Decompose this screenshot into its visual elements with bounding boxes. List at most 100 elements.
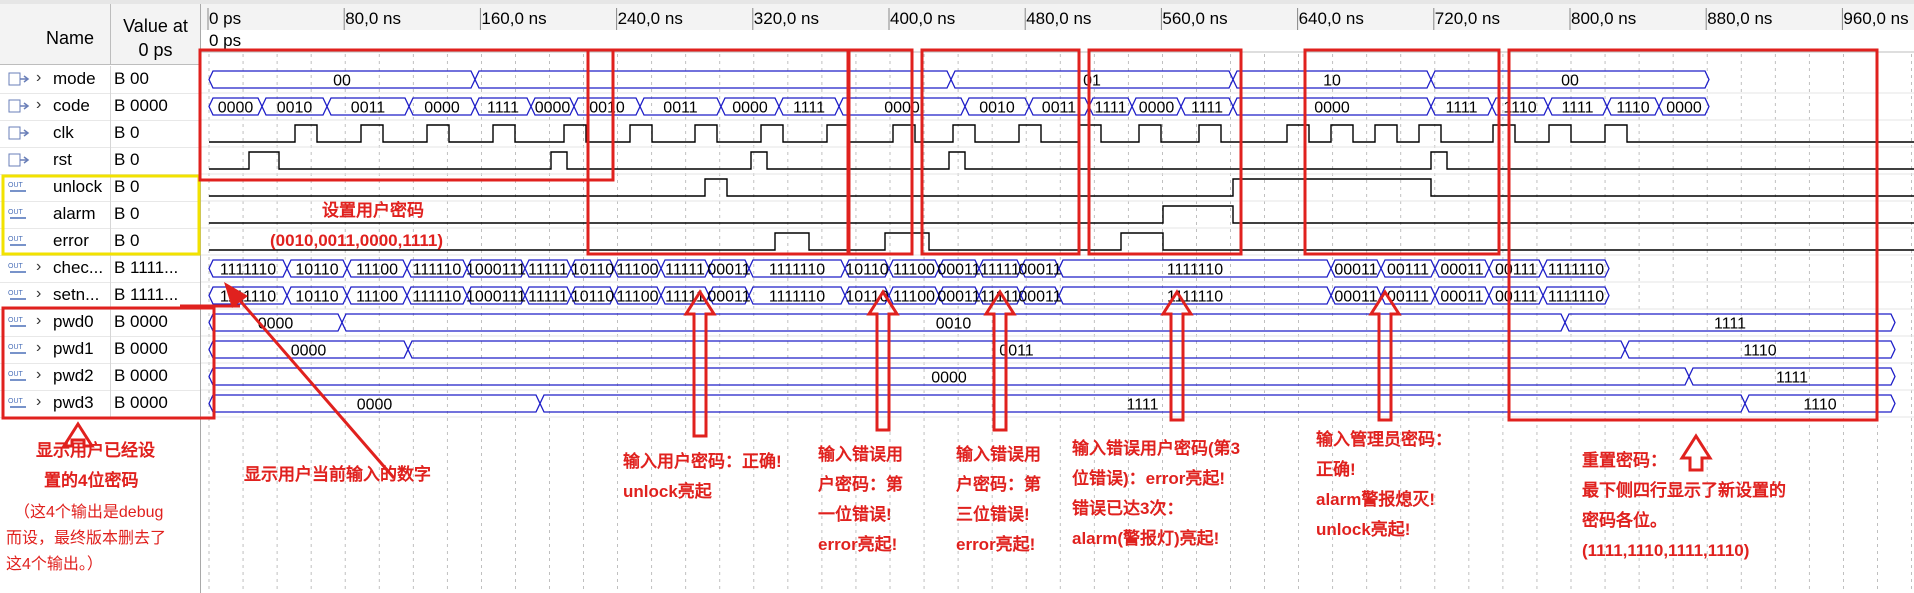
cursor-time-label: 0 ps [209,31,241,50]
input-pin-icon [8,126,30,140]
bus-value-label: 00111 [1387,289,1429,306]
bus-value-label: 0000 [1666,100,1702,117]
expand-chevron-icon[interactable]: › [36,393,42,410]
bus-value-label: 00111 [1495,289,1537,306]
svg-text:OUT: OUT [8,290,24,297]
bus-value-label: 11100 [356,262,398,279]
cursor-time-bar [201,30,1914,52]
time-tick-label: 560,0 ns [1162,9,1227,28]
signal-row-mode[interactable]: › mode B 00 [0,66,200,94]
signal-row-alarm[interactable]: OUT alarm B 0 [0,201,200,229]
name-column-header[interactable]: Name [0,4,111,65]
bus-value-label: 00111 [1495,262,1537,279]
expand-chevron-icon[interactable]: › [36,285,42,302]
signal-list-panel [0,4,201,593]
signal-row-setn[interactable]: OUT › setn... B 1111... [0,282,200,310]
bus-value-label: 00 [1561,73,1579,90]
bus-value-label: 1110 [1803,397,1836,414]
bus-value-label: 11100 [893,289,935,306]
signal-row-pwd2[interactable]: OUT › pwd2 B 0000 [0,363,200,391]
signal-value: B 0000 [114,393,168,412]
bus-value-label: 0000 [931,370,967,387]
signal-value: B 00 [114,69,149,88]
signal-trace [209,232,1914,251]
signal-name: alarm [53,204,96,223]
signal-row-clk[interactable]: clk B 0 [0,120,200,148]
input-pin-icon [8,99,30,113]
bus-value-label: 00011 [1440,289,1483,306]
signal-row-rst[interactable]: rst B 0 [0,147,200,175]
signal-row-error[interactable]: OUT error B 0 [0,228,200,256]
bus-value-label: 0000 [884,100,920,117]
bus-value-label: 1000111 [466,289,526,306]
signal-trace [209,124,1914,143]
signal-name: rst [53,150,72,169]
bus-value-label: 11111 [980,289,1020,306]
bus-value-label: 0000 [218,100,254,117]
svg-text:OUT: OUT [8,398,24,405]
expand-chevron-icon[interactable]: › [36,96,42,113]
signal-value: B 0 [114,204,140,223]
bus-value-label: 0000 [535,100,571,117]
svg-text:OUT: OUT [8,263,24,270]
bus-value-label: 1111 [1094,100,1126,117]
signal-row-pwd3[interactable]: OUT › pwd3 B 0000 [0,390,200,418]
output-pin-icon: OUT [8,398,26,408]
expand-chevron-icon[interactable]: › [36,258,42,275]
bus-value-label: 10110 [571,289,614,306]
signal-row-unlock[interactable]: OUT unlock B 0 [0,174,200,202]
bus-value-label: 0011 [1042,100,1077,117]
time-tick-label: 80,0 ns [345,9,401,28]
bus-value-label: 11111 [665,289,705,306]
bus-value-label: 111110 [413,289,462,306]
time-tick-label: 320,0 ns [754,9,819,28]
value-column-header[interactable]: Value at 0 ps [111,4,200,65]
expand-chevron-icon[interactable]: › [36,69,42,86]
bus-value-label: 11111 [528,289,568,306]
signal-trace [209,205,1914,224]
bus-value-label: 0010 [936,316,972,333]
bus-value-label: 0000 [291,343,327,360]
svg-text:OUT: OUT [8,182,24,189]
bus-value-label: 1111110 [769,289,825,306]
bus-value-label: 00011 [707,289,750,306]
annotation-debug-note: （这4个输出是debug 而设，最终版本删去了 这4个输出。） [6,504,167,573]
bus-value-label: 01 [1083,73,1101,90]
signal-value: B 0000 [114,312,168,331]
bus-value-label: 0000 [258,316,294,333]
bus-value-label: 10110 [845,289,888,306]
bus-value-label: 0011 [663,100,698,117]
time-ruler[interactable] [201,4,1914,30]
bus-value-label: 1111110 [769,262,825,279]
svg-text:OUT: OUT [8,317,24,324]
bus-value-label: 00011 [1334,289,1377,306]
expand-chevron-icon[interactable]: › [36,312,42,329]
output-pin-icon: OUT [8,209,26,219]
bus-value-label: 11100 [356,289,398,306]
bus-value-label: 0000 [732,100,768,117]
bus-value-label: 1111 [1445,100,1477,117]
bus-value-label: 1110 [1616,100,1649,117]
bus-segment [474,70,952,89]
signal-value: B 0 [114,177,140,196]
output-pin-icon: OUT [8,371,26,381]
signal-row-code[interactable]: › code B 0000 [0,93,200,121]
bus-value-label: 0000 [1314,100,1350,117]
bus-value-label: 10110 [845,262,888,279]
signal-row-pwd0[interactable]: OUT › pwd0 B 0000 [0,309,200,337]
expand-chevron-icon[interactable]: › [36,339,42,356]
bus-value-label: 10110 [295,289,338,306]
time-tick-label: 480,0 ns [1026,9,1091,28]
annotation-stored-pwd: 显示用户已经设 置的4位密码 [36,441,155,490]
signal-name: clk [53,123,74,142]
bus-value-label: 0000 [424,100,460,117]
signal-row-chec[interactable]: OUT › chec... B 1111... [0,255,200,283]
annotation-alarm: 输入错误用户密码(第3 位错误)：error亮起! 错误已达3次： alarm(警报灯… [1072,439,1241,548]
expand-chevron-icon[interactable]: › [36,366,42,383]
annotation-wrong-pwd-3: 输入错误用 户密码：第 三位错误! error亮起! [956,445,1041,554]
bus-value-label: 1111 [1776,370,1808,387]
bus-value-label: 1111 [1191,100,1223,117]
bus-value-label: 1110 [1503,100,1536,117]
signal-row-pwd1[interactable]: OUT › pwd1 B 0000 [0,336,200,364]
signal-name: pwd3 [53,393,94,412]
